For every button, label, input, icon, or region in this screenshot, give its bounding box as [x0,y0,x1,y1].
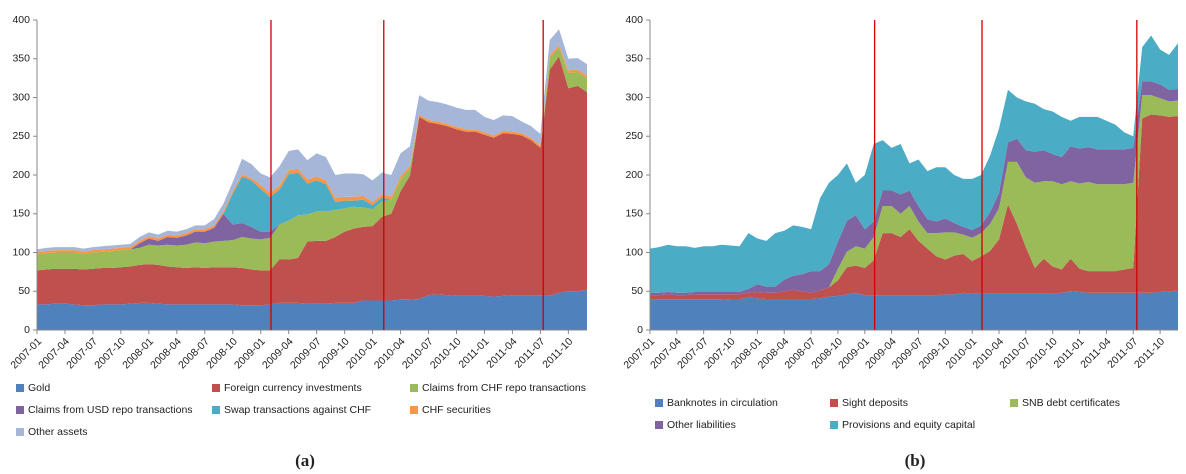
caption: (a) [295,451,315,470]
y-tick-label: 0 [24,324,30,336]
y-tick-label: 400 [625,14,643,26]
y-tick-label: 300 [12,91,30,103]
y-tick-label: 50 [18,285,30,297]
legend-item: Provisions and equity capital [830,419,975,431]
y-tick-label: 350 [12,53,30,65]
y-tick-label: 250 [625,130,643,142]
legend-label: Other liabilities [667,419,736,431]
area [37,47,587,271]
y-tick-label: 200 [625,169,643,181]
y-tick-label: 100 [12,246,30,258]
legend-label: Banknotes in circulation [667,397,778,409]
x-tick-label: 2011-10 [540,335,575,370]
legend-swatch [16,428,24,436]
legend-item: Foreign currency investments [212,382,362,394]
legend-swatch [212,406,220,414]
legend-swatch [16,384,24,392]
legend-label: SNB debt certificates [1022,397,1120,409]
area [650,290,1178,330]
legend-swatch [212,384,220,392]
legend-label: Provisions and equity capital [842,419,975,431]
legend-swatch [16,406,24,414]
y-tick-label: 350 [625,53,643,65]
legend-label: Sight deposits [842,397,908,409]
area [650,95,1178,296]
legend-label: Claims from USD repo transactions [28,404,193,416]
y-tick-label: 150 [625,208,643,220]
area [37,289,587,330]
legend-label: Claims from CHF repo transactions [422,382,586,394]
legend-item: SNB debt certificates [1010,397,1120,409]
legend-swatch [1010,399,1018,407]
legend-item: Swap transactions against CHF [212,404,371,416]
caption: (b) [905,451,926,470]
legend-item: Other assets [16,426,88,438]
y-tick-label: 0 [637,324,643,336]
y-tick-label: 50 [631,285,643,297]
area [650,114,1178,300]
legend-item: Claims from CHF repo transactions [410,382,586,394]
legend-label: Other assets [28,426,88,438]
legend-label: Gold [28,382,50,394]
y-tick-label: 300 [625,91,643,103]
legend-swatch [830,421,838,429]
legend-swatch [410,406,418,414]
y-tick-label: 200 [12,169,30,181]
x-tick-label: 2011-10 [1132,335,1167,370]
legend-item: Banknotes in circulation [655,397,778,409]
legend-swatch [830,399,838,407]
legend-label: Swap transactions against CHF [224,404,371,416]
y-tick-label: 100 [625,246,643,258]
legend-swatch [655,421,663,429]
area [37,56,587,306]
legend-item: CHF securities [410,404,491,416]
legend-item: Gold [16,382,50,394]
y-tick-label: 250 [12,130,30,142]
legend-swatch [655,399,663,407]
x-tick-label: 2010-10 [428,335,464,371]
area [650,35,1178,293]
y-tick-label: 400 [12,14,30,26]
legend-swatch [410,384,418,392]
legend-item: Claims from USD repo transactions [16,404,193,416]
legend-item: Other liabilities [655,419,736,431]
legend-item: Sight deposits [830,397,908,409]
legend-label: Foreign currency investments [224,382,362,394]
y-tick-label: 150 [12,208,30,220]
legend-label: CHF securities [422,404,491,416]
